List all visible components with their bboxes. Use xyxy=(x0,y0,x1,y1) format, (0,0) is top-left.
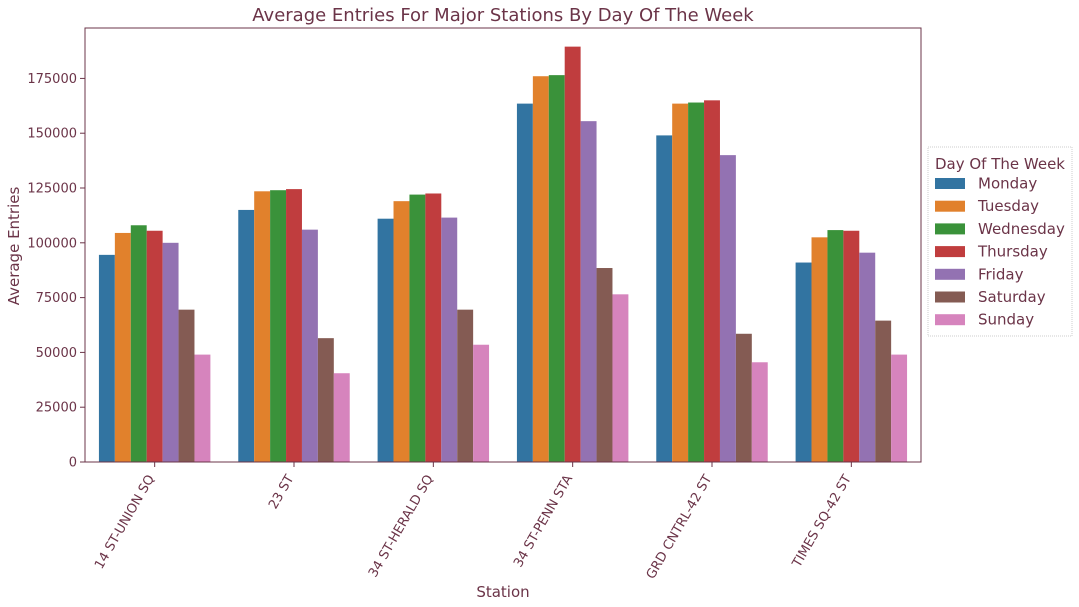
bar-grd-cntrl-42-st-saturday xyxy=(735,333,752,462)
bar-34-st-penn-sta-tuesday xyxy=(532,76,549,462)
bar-14-st-union-sq-wednesday xyxy=(130,225,147,462)
y-tick-label: 75000 xyxy=(36,291,77,306)
y-tick-label: 50000 xyxy=(36,346,77,361)
plot-frame xyxy=(84,27,922,463)
bar-grd-cntrl-42-st-monday xyxy=(656,135,673,462)
legend-swatch-saturday xyxy=(935,291,965,303)
y-axis-label: Average Entries xyxy=(5,187,23,306)
bar-14-st-union-sq-saturday xyxy=(178,309,195,462)
legend-swatch-wednesday xyxy=(935,223,965,235)
bar-times-sq-42-st-monday xyxy=(795,262,812,462)
bar-34-st-herald-sq-saturday xyxy=(457,309,474,462)
x-axis: 14 ST-UNION SQ 23 ST 34 ST-HERALD SQ 34 ST-… xyxy=(92,462,855,582)
bar-34-st-penn-sta-saturday xyxy=(596,268,613,462)
bar-14-st-union-sq-sunday xyxy=(194,354,211,462)
series-thursday xyxy=(146,46,860,463)
bar-23-st-saturday xyxy=(317,338,334,462)
y-tick-label: 0 xyxy=(69,456,77,471)
bar-times-sq-42-st-thursday xyxy=(843,230,860,462)
legend-swatch-tuesday xyxy=(935,200,965,212)
bar-34-st-herald-sq-wednesday xyxy=(409,194,426,462)
bar-grd-cntrl-42-st-thursday xyxy=(704,100,720,462)
bar-times-sq-42-st-wednesday xyxy=(827,230,844,462)
x-axis-label: Station xyxy=(476,583,529,601)
bar-34-st-penn-sta-monday xyxy=(516,103,533,463)
legend-label-monday: Monday xyxy=(978,175,1037,193)
bar-grd-cntrl-42-st-tuesday xyxy=(672,103,689,463)
y-tick-label: 100000 xyxy=(27,236,77,251)
series-tuesday xyxy=(114,76,828,463)
legend-swatch-thursday xyxy=(935,246,965,258)
y-tick-label: 150000 xyxy=(27,127,77,142)
y-tick-label: 175000 xyxy=(27,72,77,87)
legend-label-wednesday: Wednesday xyxy=(978,220,1065,238)
series-monday xyxy=(98,103,812,463)
y-axis: 0 25000 50000 75000 100000 125000 150000 175000 xyxy=(27,72,85,471)
bar-34-st-herald-sq-tuesday xyxy=(393,201,410,462)
legend-label-thursday: Thursday xyxy=(977,243,1048,261)
legend-label-sunday: Sunday xyxy=(978,311,1034,329)
bar-14-st-union-sq-thursday xyxy=(146,230,163,462)
x-tick-label: 14 ST-UNION SQ xyxy=(92,473,158,572)
bar-34-st-herald-sq-sunday xyxy=(473,344,490,462)
bar-14-st-union-sq-tuesday xyxy=(114,232,131,462)
legend-title: Day Of The Week xyxy=(935,155,1065,173)
bar-34-st-penn-sta-sunday xyxy=(612,294,629,462)
bar-times-sq-42-st-friday xyxy=(859,252,876,462)
bar-23-st-friday xyxy=(301,229,318,462)
bar-34-st-penn-sta-thursday xyxy=(564,46,581,462)
bar-34-st-herald-sq-thursday xyxy=(425,193,442,463)
legend-swatch-friday xyxy=(935,268,965,280)
y-tick-label: 125000 xyxy=(27,182,77,197)
bar-34-st-penn-sta-wednesday xyxy=(548,75,565,462)
x-tick-label: TIMES SQ-42 ST xyxy=(789,472,855,570)
bar-14-st-union-sq-friday xyxy=(162,242,179,462)
bar-34-st-herald-sq-friday xyxy=(441,217,458,462)
x-tick-label: 23 ST xyxy=(266,472,297,511)
legend-swatch-sunday xyxy=(935,314,965,326)
bar-34-st-herald-sq-monday xyxy=(377,218,394,462)
bar-grd-cntrl-42-st-wednesday xyxy=(688,102,705,462)
bar-23-st-sunday xyxy=(333,373,350,462)
legend-label-friday: Friday xyxy=(978,265,1024,283)
bar-23-st-wednesday xyxy=(270,190,287,462)
bar-grd-cntrl-42-st-friday xyxy=(719,155,736,462)
chart-title: Average Entries For Major Stations By Da… xyxy=(252,5,754,26)
bar-times-sq-42-st-tuesday xyxy=(811,237,828,462)
x-tick-label: GRD CNTRL-42 ST xyxy=(644,472,716,581)
bar-times-sq-42-st-saturday xyxy=(875,320,892,462)
bar-23-st-thursday xyxy=(286,189,302,463)
x-tick-label: 34 ST-HERALD SQ xyxy=(366,473,437,581)
bar-times-sq-42-st-sunday xyxy=(891,354,908,462)
bar-34-st-penn-sta-friday xyxy=(580,121,597,462)
series-friday xyxy=(162,121,876,462)
series-wednesday xyxy=(130,75,844,462)
series-sunday xyxy=(194,294,908,462)
bar-23-st-tuesday xyxy=(254,191,271,463)
bar-grd-cntrl-42-st-sunday xyxy=(751,362,768,462)
bar-23-st-monday xyxy=(238,209,255,462)
bar-14-st-union-sq-monday xyxy=(98,254,115,462)
legend: Day Of The Week Monday Tuesday Wednesday Th… xyxy=(927,146,1073,337)
series-saturday xyxy=(178,268,892,462)
legend-swatch-monday xyxy=(935,178,965,189)
legend-label-tuesday: Tuesday xyxy=(977,197,1039,215)
legend-label-saturday: Saturday xyxy=(978,288,1046,306)
x-tick-label: 34 ST-PENN STA xyxy=(511,472,576,570)
y-tick-label: 25000 xyxy=(36,401,77,416)
plot-area: 0 25000 50000 75000 100000 125000 150000 175000… xyxy=(27,27,922,582)
